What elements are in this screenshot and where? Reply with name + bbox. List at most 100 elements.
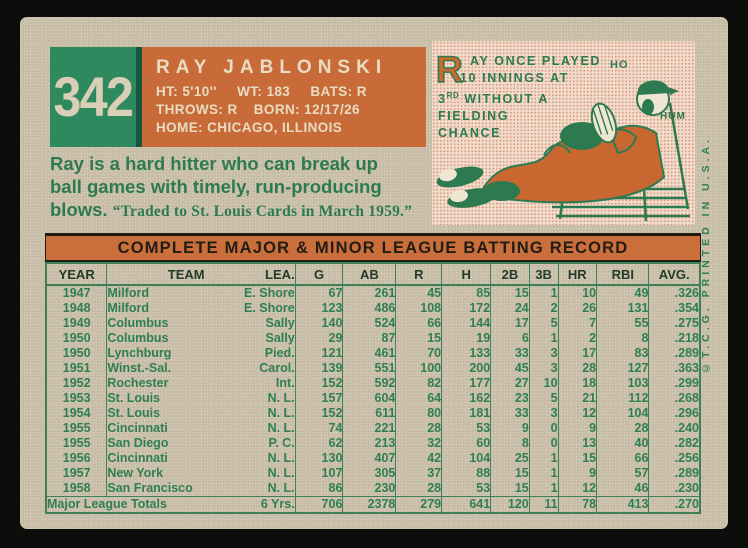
weight-label: WT: (237, 84, 263, 99)
team-lea-wrap: Milford E. Shore (107, 286, 294, 301)
cell-team-lea: Winst.-Sal. Carol. (106, 361, 296, 376)
cell-stat: 144 (441, 316, 491, 331)
cell-stat: 5 (528, 391, 559, 406)
cell-stat: 121 (294, 346, 343, 361)
cell-stat: 6 (490, 331, 530, 346)
cell-stat: 46 (596, 481, 649, 497)
header-team-lea: TEAM LEA. (106, 263, 296, 286)
totals-stat: 413 (596, 496, 649, 513)
cell-stat: 74 (294, 421, 343, 436)
cell-stat: 112 (596, 391, 649, 406)
cell-stat: 604 (342, 391, 396, 406)
table-row: 1958 San Francisco N. L. 86 230 28 53 15 1 12 46.2… (46, 481, 700, 497)
league-name: Sally (265, 331, 295, 345)
cell-stat: 139 (294, 361, 343, 376)
league-name: Carol. (259, 361, 295, 375)
cell-stat: 131 (596, 301, 649, 316)
table-header-row: YEAR TEAM LEA. G AB R H 2B 3B HR RBI AVG. (46, 263, 700, 286)
totals-label-cell: Major League Totals 6 Yrs. (46, 496, 296, 513)
header-g: G (294, 263, 343, 286)
batting-table: YEAR TEAM LEA. G AB R H 2B 3B HR RBI AVG.… (45, 262, 701, 514)
batting-record-section: COMPLETE MAJOR & MINOR LEAGUE BATTING RE… (45, 233, 701, 514)
table-row: 1956 Cincinnati N. L. 130 407 42 104 25 1 15 66.25… (46, 451, 700, 466)
team-lea-wrap: San Diego P. C. (107, 436, 294, 451)
team-name: New York (107, 466, 164, 480)
cartoon-drop-cap: R (435, 49, 463, 90)
cell-stat: 15 (557, 451, 597, 466)
cell-stat: 86 (294, 481, 343, 497)
cell-stat: 23 (490, 391, 530, 406)
cell-stat: 152 (294, 406, 343, 421)
table-row: 1952 Rochester Int. 152 592 82 177 27 10 18 103.29… (46, 376, 700, 391)
cell-stat: 305 (342, 466, 396, 481)
cell-year: 1950 (62, 331, 91, 345)
cell-stat: 28 (395, 421, 442, 436)
table-row: 1953 St. Louis N. L. 157 604 64 162 23 5 21 112.26… (46, 391, 700, 406)
cell-stat: .289 (648, 346, 700, 361)
cell-stat: 0 (528, 436, 559, 451)
header-rbi: RBI (596, 263, 649, 286)
cell-year: 1957 (62, 466, 91, 480)
cell-stat: .275 (648, 316, 700, 331)
totals-stat: 641 (441, 496, 491, 513)
cell-year: 1951 (62, 361, 91, 375)
cell-stat: 40 (596, 436, 649, 451)
cell-year: 1955 (62, 436, 91, 450)
cell-stat: 55 (596, 316, 649, 331)
cell-stat: 66 (596, 451, 649, 466)
bats-value: R (356, 84, 367, 99)
team-lea-wrap: Winst.-Sal. Carol. (107, 361, 294, 376)
cell-team-lea: Columbus Sally (106, 331, 296, 346)
cell-team-lea: San Diego P. C. (106, 436, 296, 451)
cell-stat: 213 (342, 436, 396, 451)
cell-team-lea: Milford E. Shore (106, 301, 296, 316)
team-name: Cincinnati (107, 421, 168, 435)
team-name: Milford (107, 286, 149, 300)
cell-stat: 88 (441, 466, 491, 481)
league-name: Sally (265, 316, 295, 330)
player-bio: Ray is a hard hitter who can break up ba… (50, 152, 442, 223)
table-row: 1949 Columbus Sally 140 524 66 144 17 5 7 55.275 (46, 316, 700, 331)
team-lea-wrap: Columbus Sally (107, 316, 294, 331)
cell-stat: 127 (596, 361, 649, 376)
totals-stat: .270 (648, 496, 700, 513)
header-r: R (395, 263, 442, 286)
team-lea-wrap: St. Louis N. L. (107, 391, 294, 406)
cell-stat: 19 (441, 331, 491, 346)
player-info-box: RAY JABLONSKI HT: 5'10'' WT: 183 BATS: R… (142, 47, 426, 147)
cell-stat: .240 (648, 421, 700, 436)
cell-stat: 49 (596, 285, 649, 301)
cell-stat: 10 (528, 376, 559, 391)
header-lea: LEA. (265, 267, 295, 282)
league-name: Pied. (264, 346, 295, 360)
throws-label: THROWS: (156, 102, 224, 117)
cell-stat: .268 (648, 391, 700, 406)
cell-team-lea: Milford E. Shore (106, 285, 296, 301)
cell-stat: 33 (490, 406, 530, 421)
cell-stat: .282 (648, 436, 700, 451)
cell-year: 1952 (62, 376, 91, 390)
table-row: 1950 Columbus Sally 29 87 15 19 6 1 2 8.218 (46, 331, 700, 346)
totals-years: 6 Yrs. (260, 497, 295, 511)
team-name: Columbus (107, 316, 169, 330)
cell-stat: 7 (557, 316, 597, 331)
cell-stat: 12 (557, 406, 597, 421)
cartoon-line-1: AY ONCE PLAYED (470, 54, 602, 68)
cell-year: 1956 (62, 451, 91, 465)
cartoon-line-2: 10 INNINGS AT (460, 71, 570, 85)
cell-stat: 104 (596, 406, 649, 421)
cell-stat: 100 (395, 361, 442, 376)
cell-stat: .218 (648, 331, 700, 346)
cell-stat: 28 (557, 361, 597, 376)
cell-stat: 107 (294, 466, 343, 481)
batting-table-body: 1947 Milford E. Shore 67 261 45 85 15 1 10 49.326 1… (46, 285, 700, 513)
cell-stat: 162 (441, 391, 491, 406)
team-name: Columbus (107, 331, 169, 345)
team-lea-wrap: Milford E. Shore (107, 301, 294, 316)
cell-stat: 26 (557, 301, 597, 316)
header-avg: AVG. (648, 263, 700, 286)
cell-year: 1949 (62, 316, 91, 330)
totals-stat: 78 (557, 496, 597, 513)
cell-stat: 12 (557, 481, 597, 497)
cell-stat: 87 (342, 331, 396, 346)
